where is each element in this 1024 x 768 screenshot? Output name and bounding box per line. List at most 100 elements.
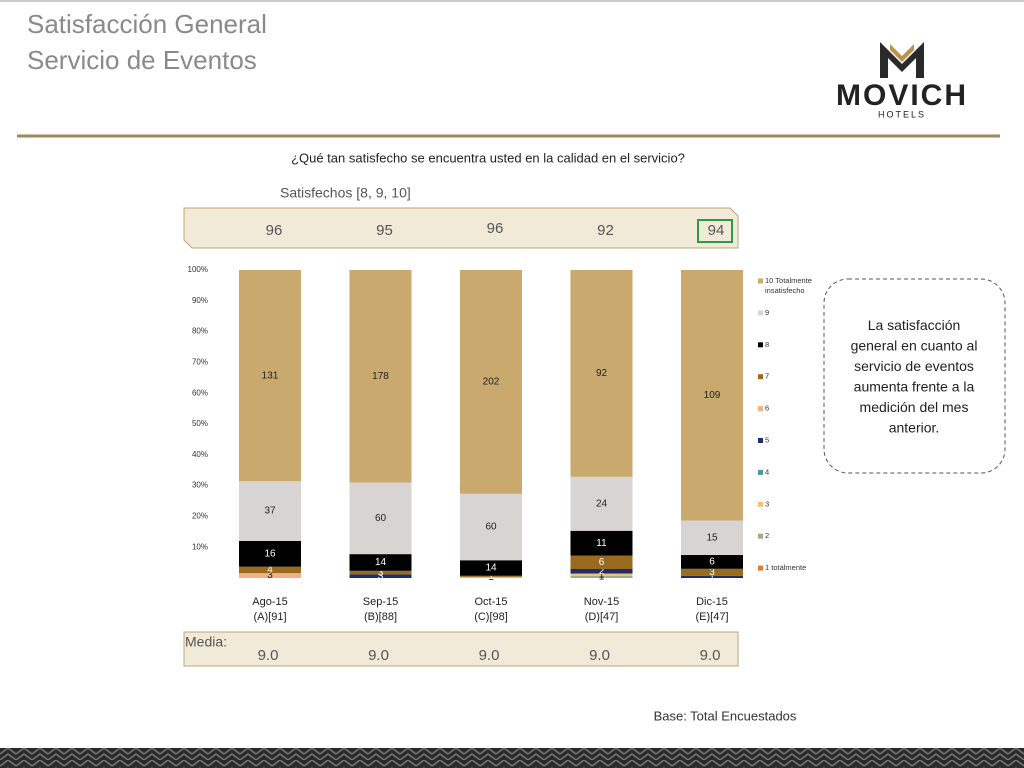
x-tick-sublabel: (A)[91] <box>253 611 286 623</box>
data-label: 6 <box>599 557 605 568</box>
mean-label: Media: <box>185 634 227 650</box>
data-label: 202 <box>483 377 500 388</box>
data-label: 2 <box>599 566 605 577</box>
bar-segment <box>570 573 633 576</box>
legend-swatch <box>758 406 763 412</box>
logo: MOVICH HOTELS <box>836 42 968 119</box>
bar-segment <box>239 566 301 574</box>
legend-swatch <box>758 278 763 284</box>
bar-segment <box>570 569 633 574</box>
data-label: 14 <box>375 557 387 568</box>
legend-swatch <box>758 469 763 475</box>
logo-mark <box>880 42 924 78</box>
legend-swatch <box>758 438 763 443</box>
data-label: 178 <box>372 371 389 382</box>
bar-segment <box>349 554 412 571</box>
data-label: 11 <box>596 538 607 549</box>
bar-segment <box>681 575 743 578</box>
bar-segment <box>239 270 301 482</box>
bar-segment <box>460 493 522 561</box>
satisfied-band <box>183 207 739 249</box>
bar-segment <box>239 573 301 578</box>
legend-swatch <box>758 533 763 539</box>
question: ¿Qué tan satisfecho se encuentra usted e… <box>291 150 685 165</box>
data-label: 3 <box>709 567 715 578</box>
x-tick-sublabel: (C)[98] <box>474 611 508 623</box>
data-label: 60 <box>485 522 497 533</box>
y-tick-label: 60% <box>192 388 208 397</box>
y-tick-label: 20% <box>192 512 208 521</box>
callout-text: La satisfacción general en cuanto al servi… <box>851 317 978 436</box>
footer: Base: Total Encuestados <box>654 708 797 723</box>
mean-value: 9.0 <box>479 647 500 664</box>
y-tick-label: 90% <box>192 296 208 305</box>
bar-segment <box>570 476 633 531</box>
bar-segment <box>460 576 522 578</box>
footer-strip <box>0 748 1024 768</box>
bar-segment <box>681 568 743 576</box>
bar-segment <box>570 575 633 578</box>
satisfied-value: 92 <box>597 222 614 239</box>
mean-band <box>183 631 739 667</box>
data-label: 15 <box>706 532 718 543</box>
satisfied-value: 94 <box>708 222 725 239</box>
data-label: 3 <box>267 570 273 581</box>
legend-swatch <box>758 565 763 571</box>
data-label: 60 <box>375 513 387 524</box>
data-label: 1 <box>599 572 605 583</box>
data-label: 1 <box>709 571 715 582</box>
bar-segment <box>460 270 522 494</box>
data-label: 24 <box>596 498 608 509</box>
mean-value: 9.0 <box>589 647 610 664</box>
bar-segment <box>239 481 301 541</box>
y-tick-label: 50% <box>192 419 208 428</box>
legend-swatch <box>758 342 763 348</box>
data-label: 37 <box>264 506 276 517</box>
x-tick-label: Dic-15 <box>696 596 728 608</box>
logo-mark-gold <box>890 44 914 62</box>
data-label: 6 <box>709 557 715 568</box>
bar-segment <box>570 555 633 570</box>
title-line: Satisfacción General <box>27 9 267 39</box>
mean-value: 9.0 <box>258 647 279 664</box>
bar-segment <box>681 270 743 521</box>
legend-label: 8 <box>765 340 769 349</box>
x-tick-sublabel: (E)[47] <box>695 611 728 623</box>
satisfied-value: 96 <box>266 222 283 239</box>
highlight-box <box>697 219 733 243</box>
x-tick-label: Sep-15 <box>363 596 398 608</box>
data-label: 16 <box>264 548 276 559</box>
logo-text: MOVICH <box>836 79 968 112</box>
x-tick-label: Oct-15 <box>474 596 507 608</box>
legend-label: 5 <box>765 435 769 444</box>
data-label: 1 <box>488 571 494 582</box>
y-tick-label: 70% <box>192 358 208 367</box>
bar-segment <box>349 482 412 555</box>
y-tick-label: 80% <box>192 327 208 336</box>
legend-label: 4 <box>765 467 769 476</box>
data-label: 14 <box>485 563 497 574</box>
legend-label: 10 Totalmente insatisfecho <box>765 276 812 295</box>
y-tick-label: 40% <box>192 450 208 459</box>
logo-sub: HOTELS <box>878 109 926 119</box>
y-tick-label: 100% <box>188 265 208 274</box>
legend-swatch <box>758 374 763 380</box>
data-label: 131 <box>262 370 279 381</box>
bar-segment <box>460 560 522 576</box>
satisfied-value: 95 <box>376 222 393 239</box>
x-tick-sublabel: (B)[88] <box>364 611 397 623</box>
callout-box <box>823 278 1006 474</box>
bar-segment <box>349 270 412 483</box>
bar-segment <box>681 555 743 569</box>
legend-swatch <box>758 501 763 507</box>
legend-label: 1 totalmente <box>765 563 806 572</box>
bar-segment <box>570 270 633 477</box>
x-tick-label: Nov-15 <box>584 596 619 608</box>
legend-swatch <box>758 310 763 316</box>
bar-segment <box>349 570 412 575</box>
data-label: 3 <box>378 567 384 578</box>
bar-segment <box>349 574 412 578</box>
bar-segment <box>239 540 301 567</box>
x-tick-label: Ago-15 <box>252 596 287 608</box>
